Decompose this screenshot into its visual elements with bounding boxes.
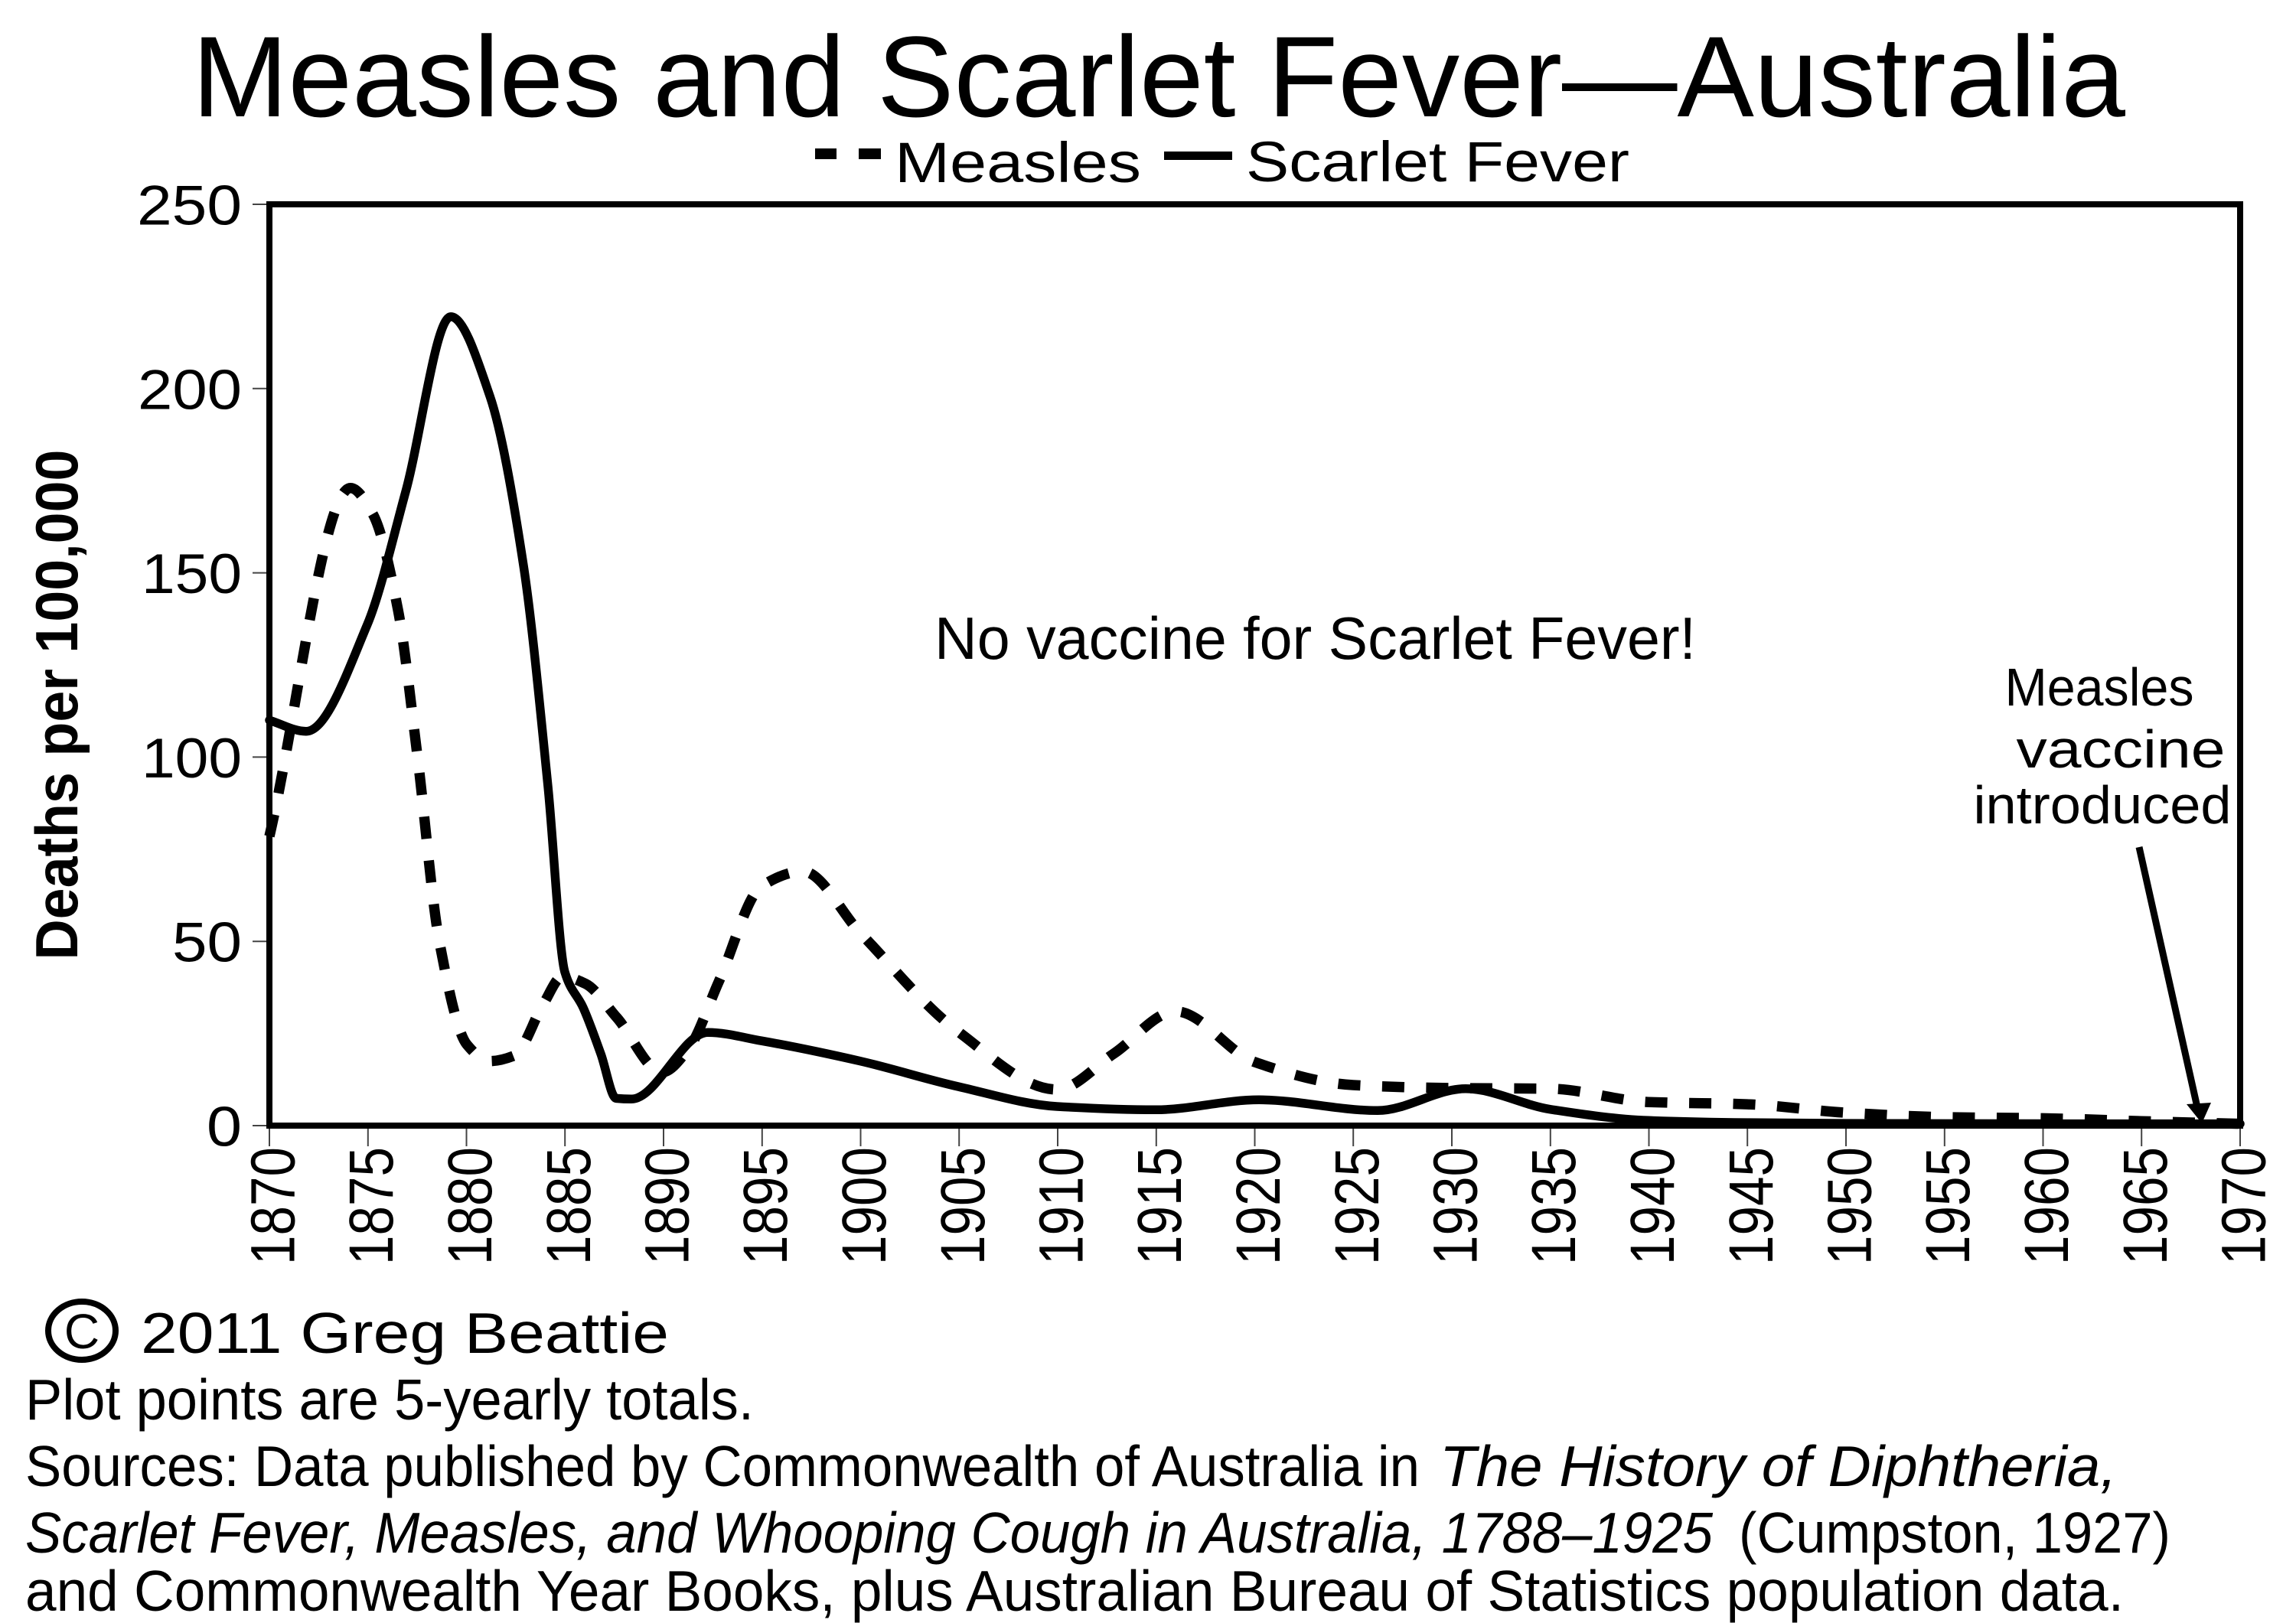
svg-text:and Commonwealth Year Books, p: and Commonwealth Year Books, plus Austra… xyxy=(25,1559,2124,1623)
svg-text:Deaths per 100,000: Deaths per 100,000 xyxy=(23,450,90,960)
svg-text:1905: 1905 xyxy=(928,1147,998,1265)
svg-text:introduced: introduced xyxy=(1974,775,2232,835)
svg-text:The History of Diphtheria,: The History of Diphtheria, xyxy=(1440,1434,2117,1498)
svg-text:1930: 1930 xyxy=(1421,1147,1491,1265)
svg-text:1935: 1935 xyxy=(1519,1147,1589,1265)
svg-text:50: 50 xyxy=(172,912,242,974)
svg-text:1895: 1895 xyxy=(731,1147,801,1265)
svg-text:2011 Greg Beattie: 2011 Greg Beattie xyxy=(141,1301,669,1365)
svg-text:1910: 1910 xyxy=(1027,1147,1097,1265)
svg-text:1970: 1970 xyxy=(2210,1147,2279,1265)
svg-text:1870: 1870 xyxy=(239,1147,308,1265)
svg-text:1875: 1875 xyxy=(337,1147,406,1265)
svg-text:Scarlet Fever, Measles, and Wh: Scarlet Fever, Measles, and Whooping Cou… xyxy=(25,1501,1713,1565)
svg-text:250: 250 xyxy=(137,175,242,237)
svg-text:1885: 1885 xyxy=(534,1147,604,1265)
svg-text:1915: 1915 xyxy=(1125,1147,1195,1265)
svg-text:200: 200 xyxy=(138,359,242,421)
svg-text:1920: 1920 xyxy=(1224,1147,1293,1265)
svg-text:1965: 1965 xyxy=(2111,1147,2180,1265)
svg-text:1890: 1890 xyxy=(633,1147,703,1265)
svg-text:150: 150 xyxy=(142,543,242,605)
svg-text:No vaccine for Scarlet Fever!: No vaccine for Scarlet Fever! xyxy=(934,605,1696,672)
svg-text:1900: 1900 xyxy=(830,1147,899,1265)
svg-text:Sources: Data published by Com: Sources: Data published by Commonwealth … xyxy=(25,1434,1420,1498)
svg-text:100: 100 xyxy=(142,728,242,790)
svg-text:1955: 1955 xyxy=(1913,1147,1983,1265)
svg-text:1880: 1880 xyxy=(435,1147,505,1265)
svg-text:vaccine: vaccine xyxy=(2017,719,2226,779)
svg-text:Plot points are 5-yearly total: Plot points are 5-yearly totals. xyxy=(25,1367,754,1432)
svg-text:C: C xyxy=(64,1304,99,1359)
svg-text:Scarlet Fever: Scarlet Fever xyxy=(1246,130,1629,194)
svg-text:1950: 1950 xyxy=(1815,1147,1885,1265)
svg-text:1940: 1940 xyxy=(1618,1147,1688,1265)
svg-text:0: 0 xyxy=(207,1097,242,1159)
svg-text:Measles: Measles xyxy=(895,131,1141,194)
svg-text:1925: 1925 xyxy=(1322,1147,1392,1265)
svg-text:Measles: Measles xyxy=(2005,657,2194,717)
svg-text:(Cumpston, 1927): (Cumpston, 1927) xyxy=(1739,1501,2170,1565)
svg-text:Measles and Scarlet Fever—Aust: Measles and Scarlet Fever—Australia xyxy=(192,12,2126,141)
svg-text:1945: 1945 xyxy=(1717,1147,1786,1265)
svg-text:1960: 1960 xyxy=(2012,1147,2082,1265)
